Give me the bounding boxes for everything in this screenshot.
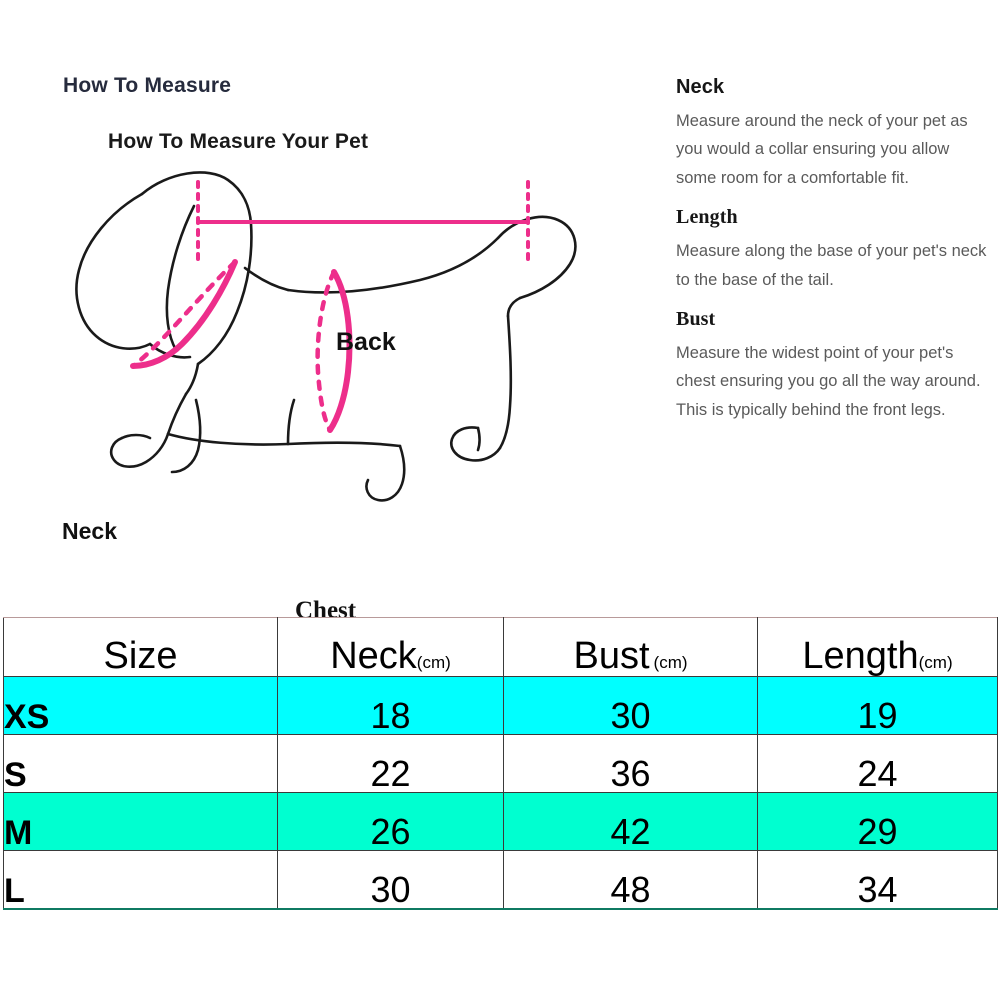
row-m-length: 29: [757, 792, 998, 851]
header-length-text: Length: [802, 635, 919, 678]
neck-measure-arc-hidden: [130, 259, 238, 369]
diagram-label-back: Back: [336, 328, 396, 356]
measurement-marks: [130, 180, 530, 433]
measurement-instructions-panel: Neck Measure around the neck of your pet…: [676, 76, 988, 438]
row-m-neck: 26: [277, 792, 504, 851]
header-bust-text: Bust: [573, 635, 650, 678]
row-l-size: L: [3, 850, 278, 910]
row-m-size: M: [3, 792, 278, 851]
header-length: Length(cm): [757, 617, 998, 678]
row-l-length: 34: [757, 850, 998, 910]
dog-illustration-svg: [75, 171, 577, 502]
header-neck-text: Neck: [330, 635, 417, 678]
table-row: XS 18 30 19: [3, 676, 998, 735]
page-title: How To Measure: [63, 74, 232, 97]
row-xs-bust: 30: [503, 676, 758, 735]
row-m-bust: 42: [503, 792, 758, 851]
row-s-neck: 22: [277, 734, 504, 793]
info-body-length: Measure along the base of your pet's nec…: [676, 242, 987, 289]
row-l-bust: 48: [503, 850, 758, 910]
row-xs-length: 19: [757, 676, 998, 735]
chest-measure-arc-hidden: [315, 269, 337, 433]
info-title-neck: Neck: [676, 76, 725, 98]
chest-measure-arc: [327, 269, 353, 433]
header-length-unit: (cm): [918, 653, 953, 673]
row-s-length: 24: [757, 734, 998, 793]
info-title-bust: Bust: [676, 307, 716, 330]
info-block-neck: Neck Measure around the neck of your pet…: [676, 76, 988, 192]
header-neck-unit: (cm): [416, 653, 451, 673]
header-neck: Neck(cm): [277, 617, 504, 678]
neck-measure-arc: [130, 259, 238, 369]
row-xs-neck: 18: [277, 676, 504, 735]
size-chart-table: Size Neck(cm) Bust (cm) Length(cm) XS 18 …: [3, 617, 998, 910]
header-bust: Bust (cm): [503, 617, 758, 678]
header-bust-unit: (cm): [653, 653, 688, 673]
info-body-neck: Measure around the neck of your pet as y…: [676, 112, 968, 187]
info-title-length: Length: [676, 206, 738, 229]
diagram-label-neck: Neck: [62, 518, 117, 544]
table-header-row: Size Neck(cm) Bust (cm) Length(cm): [3, 617, 998, 678]
row-xs-size: XS: [3, 676, 278, 735]
info-block-length: Length Measure along the base of your pe…: [676, 206, 988, 294]
row-s-bust: 36: [503, 734, 758, 793]
pet-measurement-diagram: Back Neck Chest: [0, 150, 660, 624]
info-body-bust: Measure the widest point of your pet's c…: [676, 343, 981, 419]
header-size: Size: [3, 617, 278, 678]
diagram-title: How To Measure Your Pet: [108, 130, 369, 153]
table-row: M 26 42 29: [3, 792, 998, 851]
row-l-neck: 30: [277, 850, 504, 910]
header-size-text: Size: [103, 635, 178, 678]
table-row: L 30 48 34: [3, 850, 998, 910]
table-row: S 22 36 24: [3, 734, 998, 793]
row-s-size: S: [3, 734, 278, 793]
info-block-bust: Bust Measure the widest point of your pe…: [676, 308, 988, 424]
